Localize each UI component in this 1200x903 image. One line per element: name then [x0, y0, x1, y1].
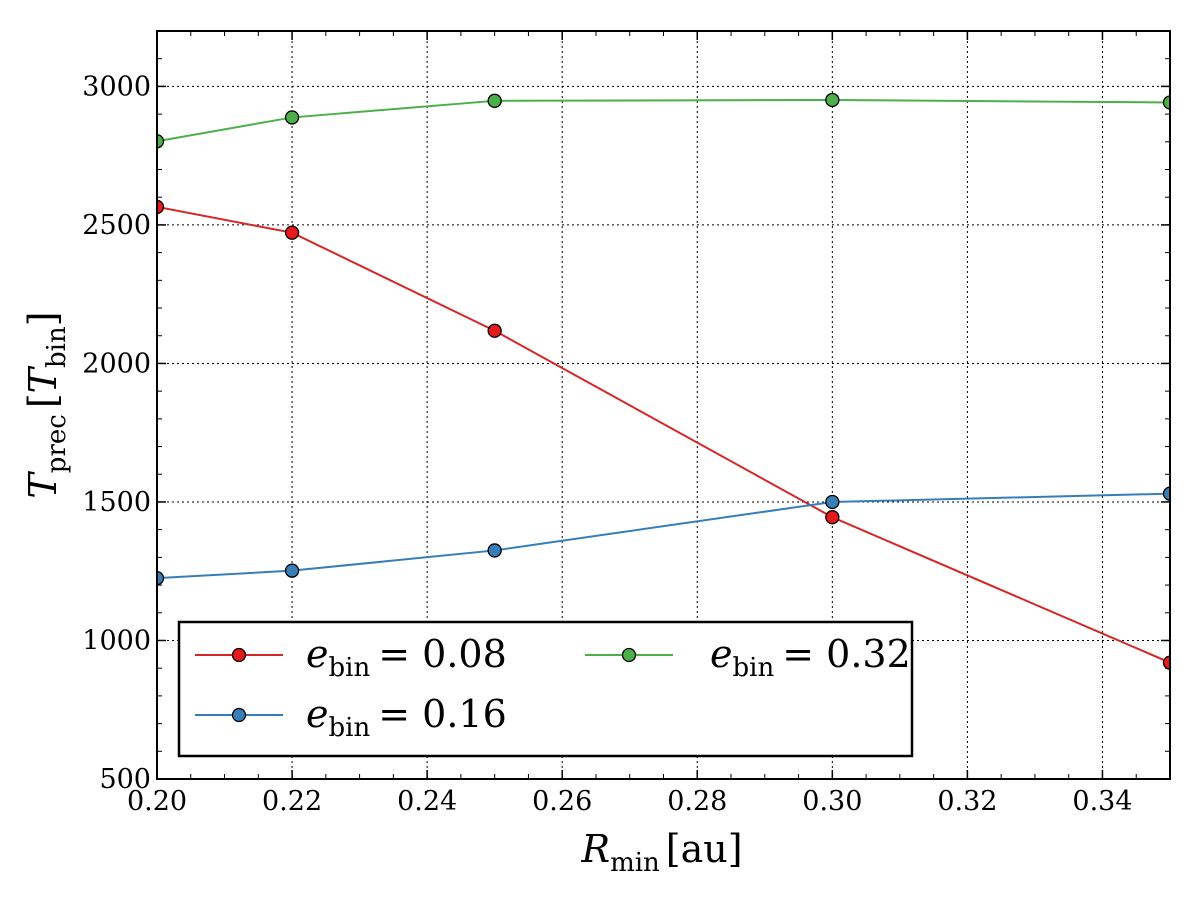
legend-marker [621, 647, 637, 663]
legend-label-main: e [306, 632, 329, 676]
data-point [487, 93, 502, 108]
x-axis-label: Rmin [au] [580, 827, 742, 878]
legend-item-1: ebin = 0.16 [195, 692, 507, 743]
legend-label-sub: bin [329, 653, 371, 683]
series-line [157, 205, 1170, 664]
x-tick-label: 0.32 [937, 786, 997, 817]
data-point [825, 510, 840, 525]
series-line [157, 492, 1170, 580]
legend-label-value: = 0.08 [378, 632, 507, 676]
x-tick-label: 0.22 [262, 786, 322, 817]
data-point [157, 571, 165, 586]
x-axis-label-unit: [au] [666, 827, 743, 871]
data-point [284, 225, 300, 240]
data-point [1162, 655, 1170, 670]
legend-box [177, 620, 914, 758]
series-2 [157, 92, 1170, 149]
y-tick-label: 1000 [82, 625, 151, 656]
x-tick-label: 0.30 [802, 786, 862, 817]
legend-label-value: = 0.32 [782, 632, 911, 676]
y-tick-label: 2500 [82, 210, 151, 241]
x-axis-label-main: R [580, 827, 610, 871]
y-axis-label-main: T [21, 471, 65, 499]
data-point [1162, 95, 1170, 110]
data-point [1162, 486, 1170, 501]
legend-label: ebin = 0.32 [710, 632, 911, 683]
legend-item-2: ebin = 0.32 [585, 632, 911, 683]
x-tick-label: 0.20 [127, 786, 187, 817]
y-tick-label: 3000 [82, 71, 151, 102]
data-point [284, 563, 300, 578]
legend-label-main: e [306, 692, 329, 736]
x-axis-label-sub: min [610, 848, 660, 878]
data-point [825, 494, 840, 510]
y-axis-label-sub: prec [42, 414, 72, 473]
y-tick-label: 500 [99, 764, 151, 795]
legend-label: ebin = 0.08 [306, 632, 507, 683]
x-tick-label: 0.34 [1072, 786, 1132, 817]
plot-frame [156, 30, 1171, 780]
data-point [157, 199, 165, 215]
y-tick-labels: 500 1000 1500 2000 2500 3000 [82, 71, 151, 795]
series [157, 92, 1170, 670]
x-tick-label: 0.26 [532, 786, 592, 817]
legend-label-main: e [710, 632, 733, 676]
series-1 [157, 486, 1170, 586]
data-point [487, 543, 502, 558]
x-tick-label: 0.24 [397, 786, 457, 817]
y-axis-label-bracket-open: [ [21, 393, 65, 408]
series-line [157, 98, 1170, 143]
y-tick-label: 1500 [82, 487, 151, 518]
y-axis-label-unit-sub: bin [42, 326, 72, 368]
legend-item-0: ebin = 0.08 [195, 632, 507, 683]
legend-marker [231, 647, 247, 663]
legend-marker [231, 707, 247, 723]
y-tick-label: 2000 [82, 348, 151, 379]
y-axis-label-bracket-close: ] [21, 311, 65, 326]
series-0 [157, 199, 1170, 670]
data-point [284, 110, 300, 125]
legend-label-sub: bin [733, 653, 775, 683]
legend-label-value: = 0.16 [378, 692, 507, 736]
data-point [825, 92, 840, 108]
x-tick-label: 0.28 [667, 786, 727, 817]
legend-label: ebin = 0.16 [306, 692, 507, 743]
data-point [157, 134, 165, 149]
y-axis-label-unit-main: T [21, 365, 65, 393]
legend-label-sub: bin [329, 713, 371, 743]
data-point [487, 323, 502, 338]
x-tick-labels: 0.20 0.22 0.24 0.26 0.28 0.30 0.32 0.34 [127, 786, 1133, 817]
y-axis-label: Tprec[Tbin] [21, 311, 72, 498]
